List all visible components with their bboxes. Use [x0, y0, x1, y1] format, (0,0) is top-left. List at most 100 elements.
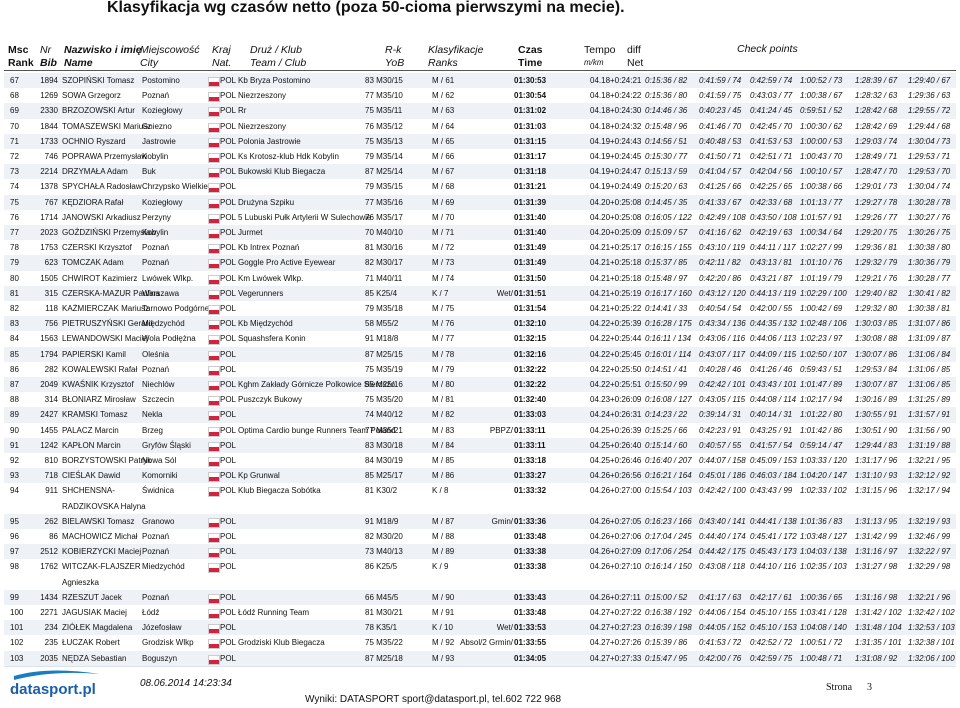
rank: 93 — [10, 471, 19, 481]
header-label: Name — [64, 57, 93, 69]
checkpoint: 0:14:45 / 35 — [645, 197, 688, 207]
team: Goggle Pro Active Eyewear — [238, 258, 336, 268]
rank: 102 — [10, 638, 24, 648]
flag — [208, 533, 220, 543]
flag — [208, 198, 220, 209]
nationality: POL — [220, 592, 237, 602]
team: Grodziski Klub Biegacza — [238, 638, 325, 648]
time: 01:31:40 — [514, 228, 547, 237]
classification: M / 61 — [432, 76, 455, 85]
year-category: 84 M30/19 — [365, 456, 403, 465]
flag-white — [209, 199, 219, 204]
checkpoint: 1:30:04 / 73 — [908, 136, 951, 146]
pace: 04.21 — [590, 288, 611, 298]
page-number: 3 — [867, 682, 872, 693]
checkpoint: 0:59:43 / 51 — [800, 364, 843, 374]
pace: 04.26 — [590, 532, 611, 541]
header-label: Klasyfikacje — [428, 44, 484, 56]
pace: 04.18 — [590, 121, 611, 131]
net-diff: +0:25:45 — [610, 349, 642, 359]
checkpoint: 0:44:10 / 116 — [750, 562, 797, 572]
flag — [208, 168, 220, 179]
flag-white — [209, 184, 219, 189]
flag-white — [209, 549, 219, 554]
bib: 767 — [44, 197, 58, 207]
checkpoint: 0:44:42 / 175 — [699, 547, 746, 557]
classification: M / 65 — [432, 136, 455, 146]
time: 01:30:53 — [514, 76, 547, 85]
time: 01:33:18 — [514, 456, 547, 465]
checkpoint: 1:32:22 / 97 — [908, 547, 951, 557]
checkpoint: 1:30:27 / 76 — [908, 212, 951, 222]
checkpoint: 1:02:29 / 100 — [800, 288, 847, 298]
time: 01:31:21 — [514, 182, 547, 192]
checkpoint: 1:29:36 / 63 — [908, 91, 951, 101]
city: Koziegłowy — [142, 106, 183, 116]
rank: 90 — [10, 425, 19, 435]
time: 01:31:51 — [514, 288, 547, 298]
classification: M / 72 — [432, 243, 455, 253]
checkpoint: 0:15:30 / 77 — [645, 152, 688, 161]
classification: M / 84 — [432, 440, 455, 450]
flag-red — [209, 386, 219, 390]
flag-white — [209, 245, 219, 250]
checkpoint: 1:32:21 / 95 — [908, 456, 951, 465]
pace: 04.21 — [590, 243, 611, 253]
checkpoint: 0:14:56 / 51 — [645, 136, 688, 146]
checkpoint: 0:15:48 / 96 — [645, 121, 688, 131]
checkpoint: 0:45:01 / 186 — [699, 471, 746, 481]
bib: 1714 — [40, 212, 58, 222]
pace: 04.22 — [590, 319, 611, 329]
flag-red — [209, 279, 219, 284]
rank: 71 — [10, 136, 19, 146]
net-diff: +0:24:49 — [610, 182, 642, 192]
checkpoint: 0:42:33 / 68 — [750, 197, 793, 207]
name: BRZOZOWSKI Artur — [62, 106, 135, 116]
bib: 623 — [44, 258, 58, 268]
checkpoint: 1:30:36 / 79 — [908, 258, 951, 268]
checkpoint: 0:42:00 / 55 — [750, 304, 793, 313]
pace: 04.25 — [590, 456, 611, 465]
header-label: Nat. — [212, 57, 232, 69]
flag-white — [209, 518, 219, 523]
team: Kb Międzychód — [238, 319, 293, 329]
net-diff: +0:26:46 — [610, 456, 642, 465]
rank: 94 — [10, 486, 19, 496]
checkpoint: 1:30:03 / 85 — [855, 319, 898, 329]
bib: 1242 — [40, 440, 58, 450]
flag-white — [209, 473, 219, 478]
nationality: POL — [220, 152, 237, 161]
logo-text: datasport.pl — [10, 681, 96, 698]
name: Agnieszka — [62, 577, 99, 587]
city: Miedzychód — [142, 562, 185, 572]
checkpoint: 0:45:10 / 155 — [750, 608, 797, 617]
net-diff: +0:27:23 — [610, 623, 642, 633]
flag-white — [209, 397, 219, 402]
flag-red — [209, 203, 219, 208]
flag-red — [209, 97, 219, 102]
time: 01:31:15 — [514, 136, 547, 146]
checkpoint: 0:41:46 / 70 — [699, 121, 742, 131]
time: 01:33:36 — [514, 516, 547, 526]
header-label: YoB — [385, 57, 405, 69]
checkpoint: 1:32:17 / 94 — [908, 486, 951, 496]
checkpoint: 0:43:03 / 77 — [750, 91, 793, 101]
net-diff: +0:26:31 — [610, 410, 642, 420]
checkpoint: 0:15:13 / 59 — [645, 167, 688, 177]
checkpoint: 0:15:14 / 60 — [645, 440, 688, 450]
year-category: 75 M35/11 — [365, 106, 403, 116]
rank: 75 — [10, 197, 19, 207]
name: OCHNIO Ryszard — [62, 136, 126, 146]
net-diff: +0:27:22 — [610, 608, 642, 617]
flag — [208, 639, 220, 650]
flag — [208, 320, 220, 331]
rank: 96 — [10, 532, 19, 541]
checkpoint: 1:31:27 / 98 — [855, 562, 898, 572]
flag-red — [209, 218, 219, 223]
checkpoint: 0:43:10 / 119 — [699, 243, 746, 253]
header-label: Druż / Klub — [250, 44, 302, 56]
checkpoint: 1:32:42 / 102 — [908, 608, 955, 617]
checkpoint: 0:42:42 / 101 — [699, 380, 746, 389]
rank: 91 — [10, 440, 19, 450]
city: Poznań — [142, 364, 170, 374]
